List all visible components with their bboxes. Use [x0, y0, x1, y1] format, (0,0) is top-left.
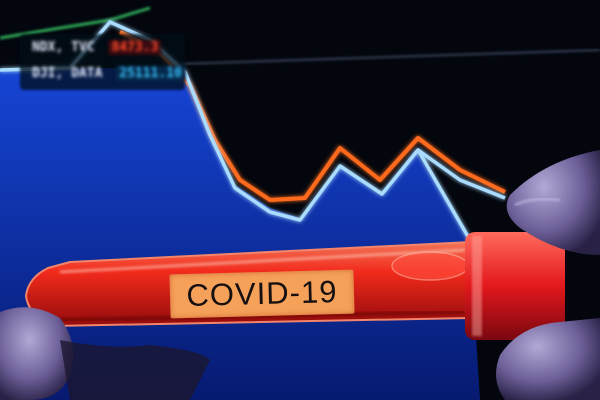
- gloved-hand-left: [0, 307, 210, 400]
- grid-line: [179, 49, 600, 65]
- ticker-value: 25111.10: [116, 66, 185, 81]
- ticker-value: 8473.3: [108, 40, 162, 55]
- gloved-hand-right: [496, 150, 600, 400]
- ticker-row-1: NDX, TVC 8473.3: [32, 40, 162, 55]
- tube-label: COVID-19: [169, 269, 355, 319]
- blue-line: [0, 20, 506, 241]
- tube-cap: [465, 232, 565, 340]
- ticker-name: DJI, DATA: [32, 66, 103, 81]
- ticker-row-2: DJI, DATA 25111.10: [32, 66, 185, 81]
- ticker-name: NDX, TVC: [32, 40, 95, 55]
- green-line: [0, 6, 151, 40]
